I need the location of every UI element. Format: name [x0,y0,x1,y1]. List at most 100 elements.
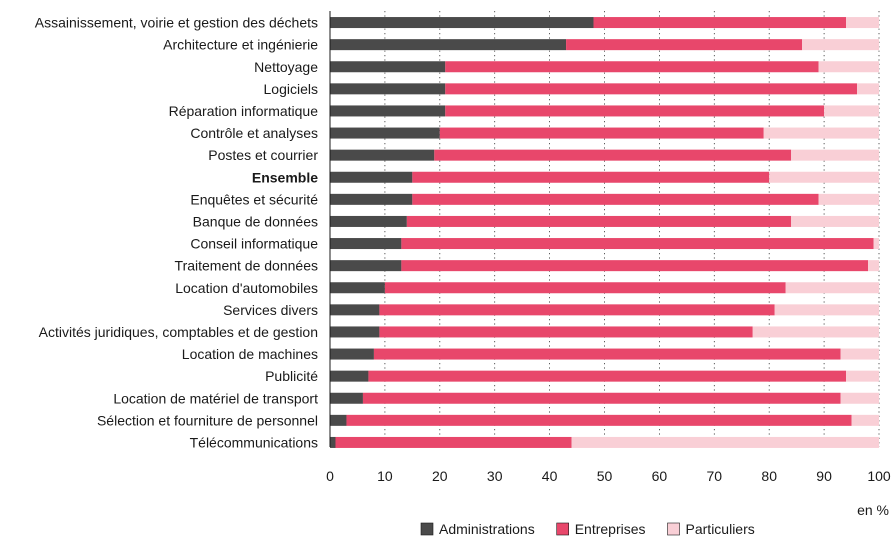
legend-swatch [667,522,680,536]
x-tick-label: 20 [432,468,448,484]
bar-segment [379,326,753,338]
bar-segment [330,282,385,294]
legend-label: Entreprises [575,521,646,537]
bar-segment [330,436,336,448]
category-label: Banque de données [193,213,318,229]
bar-segment [330,61,446,73]
bar-segment [346,414,852,426]
bar-segment [384,282,786,294]
bar-segment [368,370,847,382]
bar-segment [401,238,874,250]
bar-segment [330,83,446,95]
bar-segment [857,83,879,95]
bar-segment [851,414,879,426]
bar-segment [846,370,879,382]
bar-segment [412,193,819,205]
category-label: Nettoyage [254,59,318,75]
category-label: Ensemble [252,169,318,185]
category-label: Postes et courrier [208,147,318,163]
bar-segment [373,348,841,360]
bar-segment [818,193,879,205]
category-label: Architecture et ingénierie [163,37,318,53]
bar-segment [412,171,770,183]
bar-segment [330,39,567,51]
bar-segment [873,238,879,250]
category-label: Enquêtes et sécurité [190,191,318,207]
bar-segment [593,17,847,29]
bar-segment [846,17,879,29]
category-labels: Assainissement, voirie et gestion des dé… [35,15,319,451]
bar-segment [769,171,879,183]
category-label: Activités juridiques, comptables et de g… [39,324,318,340]
bar-segment [571,436,879,448]
bar-segment [330,127,440,139]
bar-segment [330,348,374,360]
x-tick-label: 70 [707,468,723,484]
bar-segment [840,348,879,360]
bar-segment [330,304,380,316]
legend-swatch [420,522,434,536]
bar-segment [445,83,858,95]
bar-segment [335,436,572,448]
x-axis-ticks: 0 10 20 30 40 50 60 70 80 90 100 [326,468,891,484]
unit-label: en % [857,502,889,518]
bar-segment [445,61,819,73]
bar-segment [330,17,594,29]
bar-segment [445,105,825,117]
bar-segment [330,193,413,205]
bar-segment [791,215,879,227]
bar-segment [330,370,369,382]
bar-segment [330,260,402,272]
category-label: Publicité [265,368,318,384]
bars [330,17,879,448]
bar-segment [774,304,879,316]
bar-segment [330,215,407,227]
x-tick-label: 50 [597,468,613,484]
bar-segment [330,392,363,404]
x-tick-label: 0 [326,468,334,484]
x-tick-label: 30 [487,468,503,484]
bar-segment [379,304,775,316]
bar-segment [566,39,803,51]
category-label: Location de matériel de transport [113,390,318,406]
bar-segment [330,414,347,426]
bar-segment [330,238,402,250]
bar-segment [406,215,792,227]
x-tick-label: 100 [867,468,891,484]
category-label: Conseil informatique [190,236,318,252]
bar-segment [791,149,879,161]
bar-segment [330,171,413,183]
category-label: Assainissement, voirie et gestion des dé… [35,15,318,31]
category-label: Logiciels [264,81,318,97]
category-label: Services divers [223,302,318,318]
legend-swatch [556,522,570,536]
category-label: Réparation informatique [169,103,319,119]
category-label: Contrôle et analyses [190,125,318,141]
bar-segment [752,326,879,338]
bar-segment [330,326,380,338]
x-tick-label: 60 [652,468,668,484]
category-label: Traitement de données [175,258,318,274]
legend: Administrations Entreprises Particuliers [420,521,755,537]
category-label: Location d'automobiles [175,280,318,296]
legend-label: Administrations [439,521,535,537]
bar-segment [330,149,435,161]
bar-segment [868,260,879,272]
x-tick-label: 90 [816,468,832,484]
bar-segment [824,105,879,117]
bar-segment [802,39,879,51]
category-label: Location de machines [182,346,318,362]
bar-segment [401,260,869,272]
bar-segment [840,392,879,404]
x-tick-label: 10 [377,468,393,484]
x-tick-label: 80 [761,468,777,484]
bar-segment [330,105,446,117]
category-label: Sélection et fourniture de personnel [97,412,318,428]
x-tick-label: 40 [542,468,558,484]
bar-segment [362,392,841,404]
bar-segment [763,127,879,139]
bar-segment [434,149,792,161]
category-label: Télécommunications [190,434,318,450]
legend-label: Particuliers [686,521,755,537]
